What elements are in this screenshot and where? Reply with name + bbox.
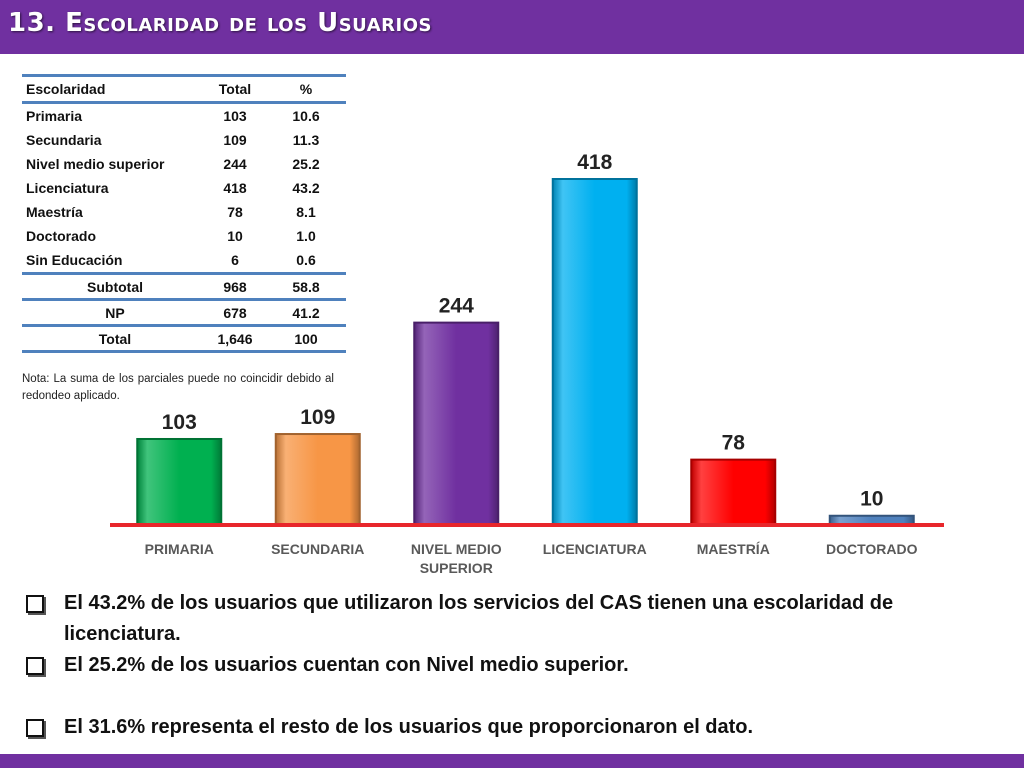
bar-primaria [136,437,223,525]
bar-maestria [690,458,777,525]
category-label-licenciatura: LICENCIATURA [543,541,647,557]
table-row: Maestría 78 8.1 [22,200,346,224]
checkbox-bullet-icon [26,657,44,675]
subtotal-label: Subtotal [22,272,204,300]
table-row: Sin Educación 6 0.6 [22,248,346,274]
row-percent: 10.6 [292,108,320,124]
subtotal-total: 968 [204,272,266,300]
data-table: Escolaridad Total % Primaria 103 10.6 Se… [22,74,346,353]
data-label-primaria: 103 [162,411,197,434]
table-note: Nota: La suma de los parciales puede no … [22,373,334,402]
header-percent: % [266,74,346,104]
checkbox-bullet-icon [26,719,44,737]
row-percent: 0.6 [296,252,316,268]
row-total: 6 [231,252,239,268]
subtotal-percent: 58.8 [266,272,346,300]
total-label: Total [22,324,204,353]
table-row: Secundaria 109 11.3 [22,128,346,152]
table-row: Primaria 103 10.6 [22,103,346,129]
finding-text: El 31.6% representa el resto de los usua… [64,716,754,738]
row-label: Licenciatura [26,180,109,196]
data-label-nivel-medio-superior: 244 [439,295,474,318]
category-label-maestria: MAESTRÍA [697,541,770,557]
row-percent: 1.0 [296,228,316,244]
row-label: Nivel medio superior [26,156,165,172]
total-percent: 100 [266,324,346,353]
row-label: Sin Educación [26,252,123,268]
category-label-primaria: PRIMARIA [145,541,214,557]
data-label-doctorado: 10 [860,488,883,511]
data-label-maestria: 78 [722,432,746,455]
row-total: 10 [227,228,243,244]
row-label: Secundaria [26,132,102,148]
row-total: 109 [223,132,247,148]
list-item: El 25.2% de los usuarios cuentan con Niv… [22,650,1002,681]
row-label: Primaria [26,108,83,124]
header-escolaridad: Escolaridad [22,74,204,104]
slide-header: 13. Escolaridad de los Usuarios [0,0,1024,54]
np-row: NP 678 41.2 [22,298,346,326]
subtotal-row: Subtotal 968 58.8 [22,272,346,300]
row-label: Maestría [26,204,83,220]
row-percent: 11.3 [292,132,320,148]
bar-secundaria [274,433,361,525]
table-header-row: Escolaridad Total % [22,74,346,104]
slide-footer-bar [0,754,1024,768]
np-label: NP [22,298,204,326]
row-total: 78 [227,204,243,220]
table-row: Doctorado 10 1.0 [22,224,346,248]
header-total: Total [204,74,266,104]
bar-nivel-medio-superior [413,321,500,525]
list-item: El 31.6% representa el resto de los usua… [22,712,1002,743]
row-total: 418 [223,180,247,196]
findings-list: El 43.2% de los usuarios que utilizaron … [22,588,1002,743]
list-item: El 43.2% de los usuarios que utilizaron … [22,588,1002,650]
category-label-secundaria: SECUNDARIA [271,541,364,557]
total-total: 1,646 [204,324,266,353]
np-total: 678 [204,298,266,326]
table-row: Nivel medio superior 244 25.2 [22,152,346,176]
slide-title: 13. Escolaridad de los Usuarios [8,8,432,38]
np-percent: 41.2 [266,298,346,326]
table-row: Licenciatura 418 43.2 [22,176,346,200]
category-label-doctorado: DOCTORADO [826,541,918,557]
bar-doctorado [828,514,915,525]
finding-text: El 25.2% de los usuarios cuentan con Niv… [64,654,629,676]
row-label: Doctorado [26,228,96,244]
bar-chart: 103 PRIMARIA 109 SECUNDARIA 244 NIVEL MEDIO SU… [110,151,944,576]
bar-licenciatura [551,178,638,525]
data-label-licenciatura: 418 [577,151,612,174]
row-total: 103 [223,108,247,124]
row-percent: 8.1 [296,204,316,220]
row-percent: 25.2 [292,156,320,172]
row-percent: 43.2 [292,180,320,196]
checkbox-bullet-icon [26,595,44,613]
finding-text: El 43.2% de los usuarios que utilizaron … [64,592,894,645]
data-label-secundaria: 109 [300,406,335,429]
row-total: 244 [223,156,247,172]
category-label-nivel-medio-superior: NIVEL MEDIO SUPERIOR [411,541,502,576]
total-row: Total 1,646 100 [22,324,346,353]
